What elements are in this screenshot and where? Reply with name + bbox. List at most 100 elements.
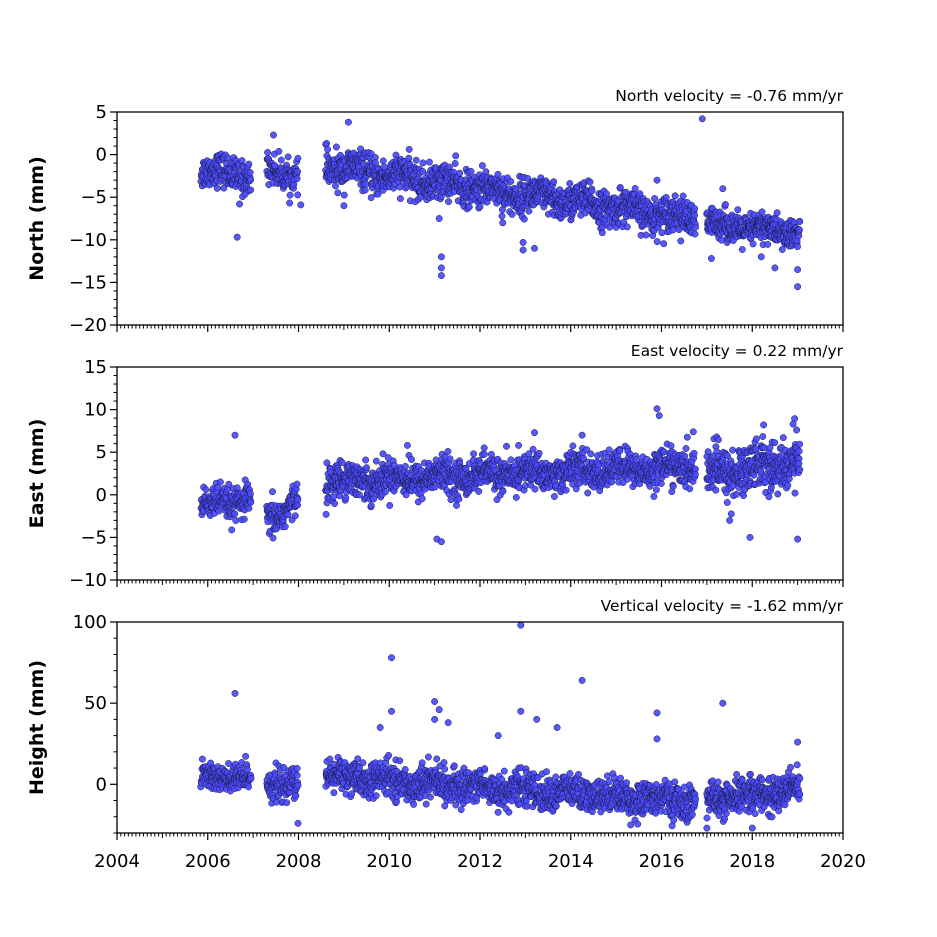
north-data-point xyxy=(520,215,528,223)
east-data-point xyxy=(512,493,520,501)
north-data-point xyxy=(586,178,594,186)
north-data-point xyxy=(374,190,382,198)
north-data-point xyxy=(550,178,558,186)
east-data-point xyxy=(245,504,253,512)
east-data-point xyxy=(503,442,510,450)
east-data-point xyxy=(294,496,302,504)
north-data-point xyxy=(531,244,538,252)
north-data-point xyxy=(340,202,348,210)
height-data-point xyxy=(330,789,338,797)
east-data-point xyxy=(293,480,301,488)
north-scatter-points xyxy=(197,115,804,291)
east-data-point xyxy=(587,450,595,458)
east-data-point xyxy=(655,412,663,420)
north-y-tick-label: −5 xyxy=(80,187,107,208)
east-data-point xyxy=(447,496,455,504)
east-y-tick-label: 0 xyxy=(96,485,107,506)
north-data-point xyxy=(691,211,699,219)
north-data-point xyxy=(264,149,272,156)
east-data-point xyxy=(247,498,255,506)
east-data-point xyxy=(322,510,330,518)
height-data-point xyxy=(242,752,250,760)
north-data-point xyxy=(270,131,277,139)
east-data-point xyxy=(771,439,779,447)
north-data-point xyxy=(361,186,369,194)
east-data-point xyxy=(515,441,523,449)
east-data-point xyxy=(690,449,698,457)
east-data-point xyxy=(284,511,292,518)
north-data-point xyxy=(671,192,679,200)
north-data-point xyxy=(749,240,757,248)
north-data-point xyxy=(451,160,459,167)
north-data-point xyxy=(452,152,460,160)
east-data-point xyxy=(240,515,248,523)
east-data-point xyxy=(608,478,616,486)
height-data-point xyxy=(426,793,434,801)
east-data-point xyxy=(202,486,210,494)
north-data-point xyxy=(362,180,369,188)
height-data-point xyxy=(401,766,409,773)
height-scatter-points xyxy=(197,621,804,832)
east-data-point xyxy=(795,460,803,468)
north-data-point xyxy=(707,255,715,262)
east-data-point xyxy=(355,491,363,499)
north-data-point xyxy=(508,210,516,218)
east-data-point xyxy=(785,475,793,483)
height-data-point xyxy=(433,755,441,763)
east-data-point xyxy=(550,493,558,500)
east-data-point xyxy=(362,456,370,464)
north-data-point xyxy=(525,207,533,215)
east-data-point xyxy=(535,449,543,457)
east-data-point xyxy=(453,501,460,509)
east-data-point xyxy=(418,495,426,503)
north-data-point xyxy=(588,187,596,195)
north-data-point xyxy=(297,201,305,209)
north-data-point xyxy=(658,229,666,237)
east-data-point xyxy=(499,487,507,495)
north-data-point xyxy=(494,170,502,178)
north-data-point xyxy=(679,192,687,200)
height-data-point xyxy=(293,771,301,779)
north-data-point xyxy=(367,194,375,202)
north-velocity-title: North velocity = -0.76 mm/yr xyxy=(615,87,843,105)
north-data-point xyxy=(286,191,294,199)
height-data-point xyxy=(418,759,426,767)
north-data-point xyxy=(286,199,294,207)
east-data-point xyxy=(562,486,570,494)
east-data-point xyxy=(729,446,737,454)
east-data-point xyxy=(507,456,515,464)
east-data-point xyxy=(681,452,689,460)
north-data-point xyxy=(284,153,292,161)
north-data-point xyxy=(332,143,340,151)
height-data-point xyxy=(422,800,430,808)
north-data-point xyxy=(324,146,332,153)
north-y-tick-label: −15 xyxy=(69,272,107,293)
east-data-point xyxy=(757,467,765,475)
north-data-point xyxy=(719,185,727,193)
east-data-point xyxy=(330,493,337,501)
height-data-point xyxy=(243,766,251,774)
east-y-tick-label: −10 xyxy=(69,570,107,591)
east-data-point xyxy=(789,420,797,428)
east-data-point xyxy=(367,502,375,510)
east-data-point xyxy=(732,490,740,498)
north-data-point xyxy=(757,253,765,261)
east-data-point xyxy=(231,510,239,518)
north-data-point xyxy=(340,191,348,199)
east-data-point xyxy=(714,436,722,444)
east-scatter-points xyxy=(197,405,804,546)
east-data-point xyxy=(444,448,452,455)
east-data-point xyxy=(408,456,415,463)
north-data-point xyxy=(236,200,243,208)
east-data-point xyxy=(480,450,488,458)
east-data-point xyxy=(750,471,758,479)
north-data-point xyxy=(412,156,420,164)
north-data-point xyxy=(499,219,507,227)
north-data-point xyxy=(653,176,661,184)
north-data-point xyxy=(277,156,285,164)
north-y-tick-label: −10 xyxy=(69,230,107,251)
north-data-point xyxy=(419,159,427,167)
north-data-point xyxy=(566,180,574,187)
